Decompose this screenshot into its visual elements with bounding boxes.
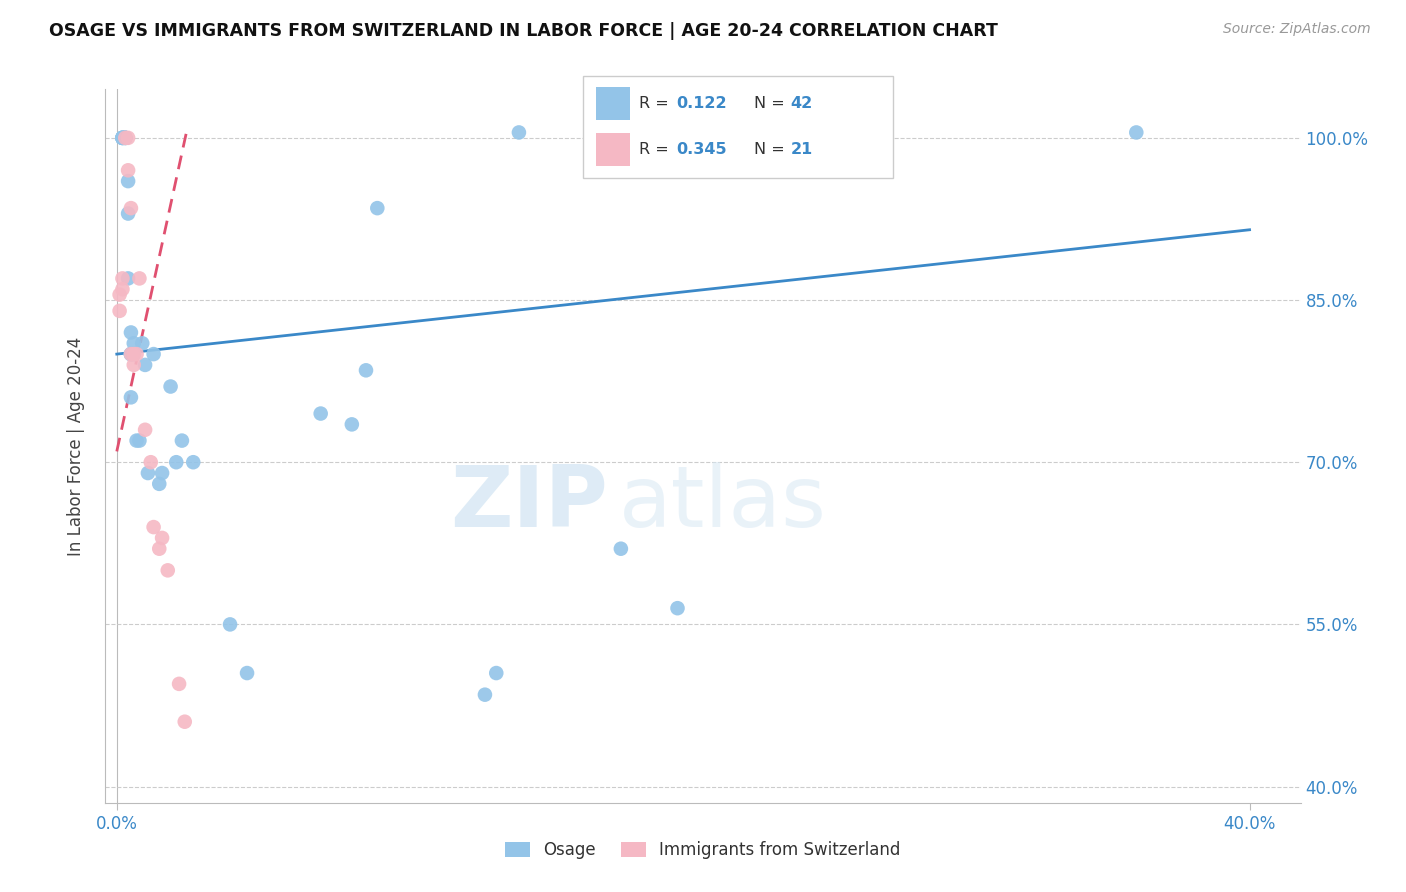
Point [354,363,377,377]
Text: OSAGE VS IMMIGRANTS FROM SWITZERLAND IN LABOR FORCE | AGE 20-24 CORRELATION CHAR: OSAGE VS IMMIGRANTS FROM SWITZERLAND IN … [49,22,998,40]
Point [122,358,145,372]
Point [111,131,134,145]
Point [120,347,142,361]
Text: Source: ZipAtlas.com: Source: ZipAtlas.com [1223,22,1371,37]
Point [219,617,242,632]
Text: N =: N = [754,142,790,157]
Text: atlas: atlas [619,461,827,545]
Point [1125,125,1147,139]
Point [125,347,148,361]
Point [117,206,139,220]
Point [508,125,530,139]
Point [165,455,187,469]
Point [142,347,165,361]
Point [120,390,142,404]
Point [156,563,179,577]
Point [120,326,142,340]
Point [114,131,136,145]
Point [114,131,136,145]
Point [128,434,150,448]
Y-axis label: In Labor Force | Age 20-24: In Labor Force | Age 20-24 [66,336,84,556]
Point [610,541,633,556]
Point [134,423,156,437]
Point [125,434,148,448]
Text: 42: 42 [790,96,813,111]
FancyBboxPatch shape [596,87,630,120]
Point [111,271,134,285]
Point [128,271,150,285]
Point [136,466,159,480]
Point [474,688,496,702]
Point [173,714,195,729]
Point [148,476,170,491]
Text: 21: 21 [790,142,813,157]
Point [131,336,153,351]
FancyBboxPatch shape [596,133,630,166]
Point [150,531,173,545]
Text: 0.122: 0.122 [676,96,727,111]
Point [139,455,162,469]
Point [148,541,170,556]
Point [117,131,139,145]
Legend: Osage, Immigrants from Switzerland: Osage, Immigrants from Switzerland [499,835,907,866]
Point [236,666,259,681]
Text: R =: R = [640,142,673,157]
Point [108,303,131,318]
Point [366,201,388,215]
Text: N =: N = [754,96,790,111]
Point [167,677,190,691]
Point [120,347,142,361]
Point [111,131,134,145]
Point [117,271,139,285]
Point [309,407,332,421]
Point [142,520,165,534]
Point [170,434,193,448]
Point [111,131,134,145]
Point [111,282,134,296]
Point [134,358,156,372]
Point [122,347,145,361]
Text: R =: R = [640,96,673,111]
Point [114,131,136,145]
Point [340,417,363,432]
Point [485,666,508,681]
Point [111,131,134,145]
Point [159,379,181,393]
Point [114,131,136,145]
Text: 0.345: 0.345 [676,142,727,157]
Point [111,131,134,145]
FancyBboxPatch shape [583,76,893,178]
Point [120,347,142,361]
Point [666,601,689,615]
Point [122,347,145,361]
Text: ZIP: ZIP [450,461,607,545]
Point [150,466,173,480]
Point [117,174,139,188]
Point [181,455,204,469]
Point [120,201,142,215]
Point [122,336,145,351]
Point [117,163,139,178]
Point [114,131,136,145]
Point [108,287,131,301]
